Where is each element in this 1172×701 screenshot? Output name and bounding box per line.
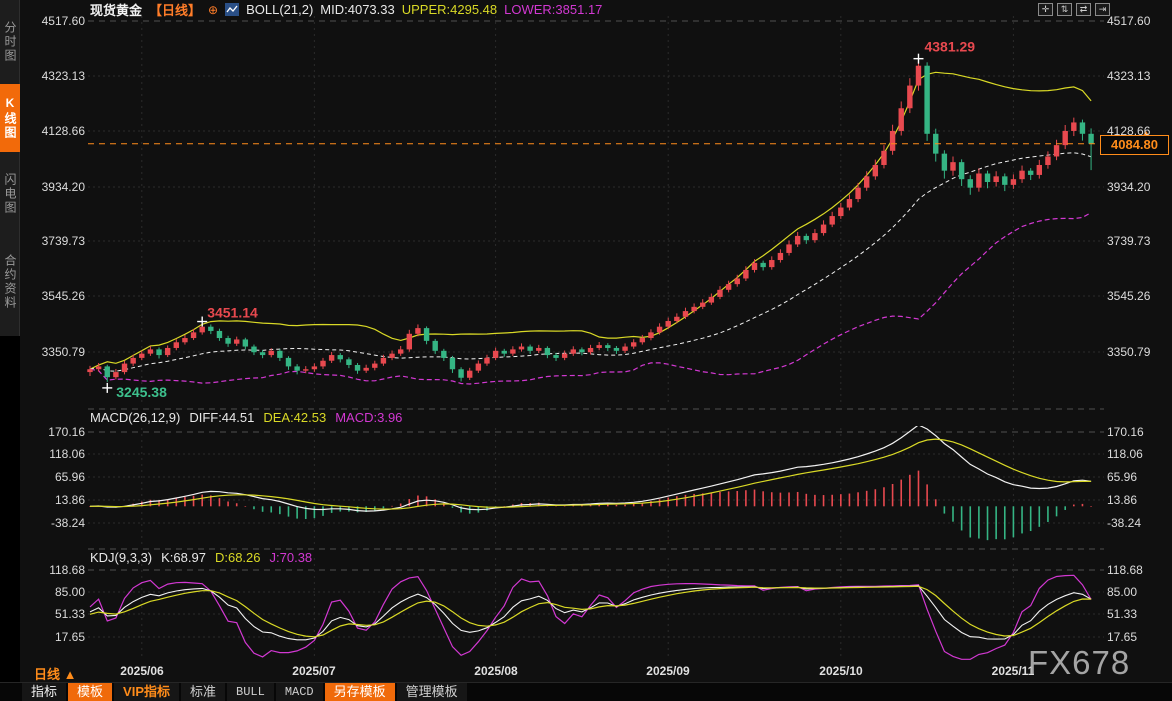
sidebar-item-contract[interactable]: 合约资料 bbox=[3, 254, 17, 310]
toolbar-item-standard[interactable]: 标准 bbox=[181, 683, 226, 701]
main-axis-label: 4128.66 bbox=[1107, 124, 1151, 138]
chart-header: 现货黄金 【日线】 ⊕ BOLL(21,2) MID:4073.33 UPPER… bbox=[90, 1, 602, 18]
toolbar-item-template[interactable]: 模板 bbox=[68, 683, 113, 701]
toolbar-item-macd[interactable]: MACD bbox=[275, 683, 323, 701]
main-axis-label: 4323.13 bbox=[1107, 69, 1151, 83]
boll-upper-value: UPPER:4295.48 bbox=[401, 2, 498, 17]
kdj-axis-label: 17.65 bbox=[1107, 630, 1138, 644]
boll-lower-value: LOWER:3851.17 bbox=[504, 2, 603, 17]
svg-text:4381.29: 4381.29 bbox=[924, 39, 975, 55]
fx678-watermark: FX678 bbox=[1028, 644, 1131, 681]
main-axis-label: 4323.13 bbox=[41, 69, 85, 83]
kdj-axis-label: 118.68 bbox=[1107, 563, 1143, 577]
main-axis-label: 3350.79 bbox=[41, 345, 85, 359]
x-axis-tick: 2025/11 bbox=[991, 664, 1035, 678]
macd-axis-label: 65.96 bbox=[1107, 470, 1138, 484]
horizontal-scale-icon[interactable]: ⇄ bbox=[1076, 3, 1091, 16]
x-axis-tick: 2025/06 bbox=[120, 664, 164, 678]
x-axis-tick: 2025/08 bbox=[474, 664, 518, 678]
svg-text:3245.38: 3245.38 bbox=[116, 384, 167, 400]
toolbar-item-indicator[interactable]: 指标 bbox=[22, 683, 67, 701]
kdj-d-value: D:68.26 bbox=[214, 550, 261, 565]
kdj-axis-label: 85.00 bbox=[54, 585, 85, 599]
kdj-header: KDJ(9,3,3) K:68.97 D:68.26 J:70.38 bbox=[90, 550, 312, 565]
chart-toolbar: ✛ ⇅ ⇄ ⇥ bbox=[1038, 3, 1110, 16]
kdj-axis-label: 118.68 bbox=[49, 563, 85, 577]
macd-hist-value: MACD:3.96 bbox=[335, 410, 403, 425]
main-axis-label: 4517.60 bbox=[41, 14, 85, 28]
shift-right-icon[interactable]: ⇥ bbox=[1095, 3, 1110, 16]
svg-text:3451.14: 3451.14 bbox=[207, 305, 258, 321]
indicator-toolbar: 指标 模板 VIP指标 标准 BULL MACD 另存模板 管理模板 bbox=[0, 682, 1172, 701]
sidebar-item-kline[interactable]: K线图 bbox=[0, 84, 20, 152]
macd-axis-label: 170.16 bbox=[48, 425, 85, 439]
x-axis-tick: 2025/10 bbox=[819, 664, 863, 678]
kdj-axis-label: 51.33 bbox=[1107, 607, 1138, 621]
toolbar-item-vip-indicator[interactable]: VIP指标 bbox=[114, 683, 179, 701]
macd-dea-value: DEA:42.53 bbox=[263, 410, 327, 425]
period-tag[interactable]: 【日线】 bbox=[149, 3, 202, 18]
x-axis-tick: 2025/07 bbox=[292, 664, 336, 678]
vertical-scale-icon[interactable]: ⇅ bbox=[1057, 3, 1072, 16]
indicator-chart-icon[interactable] bbox=[225, 3, 240, 16]
kdj-j-value: J:70.38 bbox=[269, 550, 313, 565]
macd-axis-label: 65.96 bbox=[54, 470, 85, 484]
main-axis-label: 4517.60 bbox=[1107, 14, 1151, 28]
sidebar-item-flash[interactable]: 闪电图 bbox=[3, 173, 17, 215]
macd-diff-value: DIFF:44.51 bbox=[189, 410, 255, 425]
kdj-title: KDJ(9,3,3) bbox=[90, 550, 153, 565]
x-axis-row: 日线 ▲ 2025/06 2025/07 2025/08 2025/09 202… bbox=[0, 663, 1172, 682]
sidebar-item-timeshare[interactable]: 分时图 bbox=[3, 21, 17, 63]
macd-axis-label: 170.16 bbox=[1107, 425, 1144, 439]
kdj-axis-label: 17.65 bbox=[54, 630, 85, 644]
macd-axis-label: 118.06 bbox=[49, 447, 85, 461]
main-axis-label: 3739.73 bbox=[41, 234, 85, 248]
boll-label: BOLL(21,2) bbox=[246, 2, 314, 17]
x-axis-tick: 2025/09 bbox=[646, 664, 690, 678]
chevron-up-icon: ▲ bbox=[63, 667, 77, 682]
kdj-axis-label: 51.33 bbox=[54, 607, 85, 621]
macd-axis-label: -38.24 bbox=[1107, 516, 1142, 530]
main-axis-label: 3739.73 bbox=[1107, 234, 1151, 248]
toolbar-item-bull[interactable]: BULL bbox=[227, 683, 274, 701]
period-selector[interactable]: 日线 ▲ bbox=[34, 667, 77, 682]
main-axis-label: 3545.26 bbox=[41, 289, 85, 303]
main-axis-label: 3934.20 bbox=[1107, 180, 1151, 194]
macd-axis-label: -38.24 bbox=[50, 516, 85, 530]
macd-title: MACD(26,12,9) bbox=[90, 410, 181, 425]
main-axis-label: 3934.20 bbox=[41, 180, 85, 194]
main-axis-label: 4128.66 bbox=[41, 124, 85, 138]
kdj-k-value: K:68.97 bbox=[161, 550, 206, 565]
pan-tool-icon[interactable]: ✛ bbox=[1038, 3, 1053, 16]
toolbar-item-save-template[interactable]: 另存模板 bbox=[324, 683, 395, 701]
macd-axis-label: 13.86 bbox=[1107, 493, 1138, 507]
main-axis-label: 3350.79 bbox=[1107, 345, 1151, 359]
add-compare-icon[interactable]: ⊕ bbox=[208, 2, 219, 17]
macd-axis-label: 13.86 bbox=[54, 493, 85, 507]
left-sidebar: 分时图 K线图 闪电图 合约资料 bbox=[0, 0, 20, 701]
main-axis-label: 3545.26 bbox=[1107, 289, 1151, 303]
boll-mid-value: MID:4073.33 bbox=[320, 2, 395, 17]
macd-axis-label: 118.06 bbox=[1107, 447, 1143, 461]
macd-header: MACD(26,12,9) DIFF:44.51 DEA:42.53 MACD:… bbox=[90, 410, 402, 425]
kdj-axis-label: 85.00 bbox=[1107, 585, 1138, 599]
last-price-badge: 4084.80 bbox=[1100, 135, 1169, 155]
toolbar-item-manage-template[interactable]: 管理模板 bbox=[396, 683, 467, 701]
symbol-name: 现货黄金 bbox=[90, 3, 143, 18]
